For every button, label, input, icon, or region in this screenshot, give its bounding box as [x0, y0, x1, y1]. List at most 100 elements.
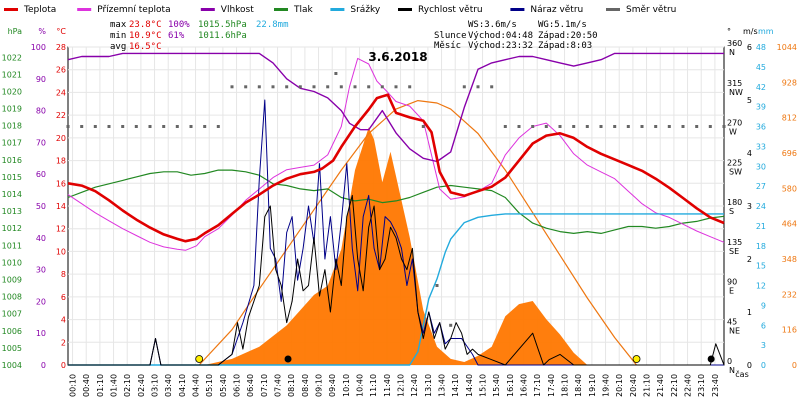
series-line-vlhkost [67, 52, 724, 163]
solar-axis-tick: 348 [782, 255, 797, 264]
direction-axis-dir: SW [729, 167, 742, 176]
rain-axis-tick: 36 [756, 123, 766, 132]
temperature-axis-tick: 0 [61, 361, 66, 370]
humidity-axis-tick: 90 [36, 75, 46, 84]
pressure-axis-tick: 1020 [2, 87, 22, 96]
wind-direction-point [326, 85, 330, 89]
direction-axis-deg: 225 [727, 158, 742, 167]
humidity-axis-tick: 100 [31, 43, 46, 52]
rain-axis-tick: 6 [761, 321, 766, 330]
wind-axis-tick: 2 [747, 255, 752, 264]
wind-direction-point [216, 125, 220, 128]
wind-direction-point [449, 323, 453, 327]
x-tick-label: 04:10 [178, 374, 187, 397]
legend-swatch [274, 8, 288, 11]
solar-axis-tick: 464 [782, 220, 797, 229]
wind-direction-point [544, 125, 548, 128]
legend-swatch [4, 8, 18, 11]
x-tick-label: 12:40 [410, 374, 419, 397]
wind-direction-point [654, 125, 658, 128]
pressure-axis-tick: 1021 [2, 70, 22, 79]
wind-direction-point [66, 125, 70, 128]
x-tick-label: 09:40 [328, 374, 337, 397]
x-tick-label: 13:40 [438, 374, 447, 397]
wind-direction-point [599, 125, 603, 128]
temperature-axis-tick: 12 [56, 225, 66, 234]
wind-direction-point [121, 125, 125, 128]
pressure-axis-tick: 1009 [2, 276, 22, 285]
wind-direction-point [134, 125, 138, 128]
x-tick-label: 05:40 [219, 374, 228, 397]
sunrise-marker [195, 355, 204, 363]
humidity-axis-tick: 60 [36, 170, 46, 179]
wind-direction-point [162, 125, 166, 128]
rain-axis-tick: 21 [756, 222, 766, 231]
wind-axis-tick: 3 [747, 202, 752, 211]
series-lines [67, 52, 725, 366]
temperature-axis-tick: 26 [56, 66, 66, 75]
x-tick-label: 17:40 [547, 374, 556, 397]
x-tick-label: 00:40 [82, 374, 91, 397]
wind-direction-point [271, 85, 275, 89]
direction-axis-deg: 135 [727, 238, 742, 247]
rain-axis-tick: 0 [761, 361, 766, 370]
rain-axis-tick: 18 [756, 242, 766, 251]
stat-max-temp: 23.8°C [129, 20, 162, 30]
x-tick-label: 10:40 [356, 374, 365, 397]
legend-label: Srážky [350, 5, 381, 15]
wind-direction-point [421, 125, 425, 128]
x-tick-label: 20:10 [615, 374, 624, 397]
wind-axis-tick: 1 [747, 308, 752, 317]
direction-axis-dir: NW [729, 88, 743, 97]
wind-direction-point [148, 125, 152, 128]
humidity-axis-tick: 20 [36, 297, 46, 306]
stat-max-label: max [110, 20, 127, 30]
x-tick-label: 04:40 [192, 374, 201, 397]
sun-label: Slunce [434, 31, 467, 41]
pressure-axis-tick: 1006 [2, 327, 22, 336]
x-tick-label: 21:40 [656, 374, 665, 397]
grid [68, 46, 724, 366]
legend-label: Náraz větru [530, 5, 583, 15]
x-tick-label: 11:40 [383, 374, 392, 397]
legend-label: Rychlost větru [418, 5, 483, 15]
solar-axis-tick: 580 [782, 184, 797, 193]
temperature-axis-tick: 2 [61, 338, 66, 347]
pressure-axis-tick: 1010 [2, 258, 22, 267]
wind-direction-point [230, 85, 234, 89]
wind-direction-point [334, 72, 338, 75]
rain-axis-tick: 30 [756, 162, 766, 171]
wind-direction-point [367, 85, 371, 89]
x-tick-label: 15:10 [479, 374, 488, 397]
temperature-axis-tick: 4 [61, 316, 66, 325]
solar-axis-tick: 1044 [777, 43, 797, 52]
series-line-slunce [198, 99, 637, 366]
direction-axis-dir: N [729, 366, 735, 375]
direction-axis-dir: SE [729, 247, 739, 256]
temperature-axis-tick: 10 [56, 247, 66, 256]
temperature-axis-tick: 16 [56, 179, 66, 188]
temperature-axis-unit: °C [56, 27, 66, 36]
x-tick-label: 01:40 [110, 374, 119, 397]
direction-axis-unit: ° [727, 27, 731, 36]
x-tick-label: 15:40 [492, 374, 501, 397]
temperature-axis-tick: 6 [61, 293, 66, 302]
pressure-axis-tick: 1012 [2, 224, 22, 233]
wind-direction-point [708, 125, 712, 128]
temperature-axis-tick: 28 [56, 43, 66, 52]
direction-axis-deg: 360 [727, 39, 742, 48]
stat-wind-gust: WG:5.1m/s [538, 20, 587, 30]
humidity-axis-unit: % [38, 27, 46, 36]
sun-moon-markers [195, 355, 715, 363]
pressure-axis-tick: 1013 [2, 207, 22, 216]
rain-axis-tick: 24 [756, 202, 766, 211]
x-tick-label: 08:10 [287, 374, 296, 397]
sun-set: Západ:20:50 [538, 31, 598, 41]
humidity-axis-tick: 80 [36, 107, 46, 116]
wind-direction-point [585, 125, 589, 128]
stat-wind-speed: WS:3.6m/s [468, 20, 517, 30]
direction-axis-dir: E [729, 287, 734, 296]
stat-avg-label: avg [110, 42, 126, 52]
rain-axis-tick: 39 [756, 103, 766, 112]
x-tick-label: 21:10 [643, 374, 652, 397]
